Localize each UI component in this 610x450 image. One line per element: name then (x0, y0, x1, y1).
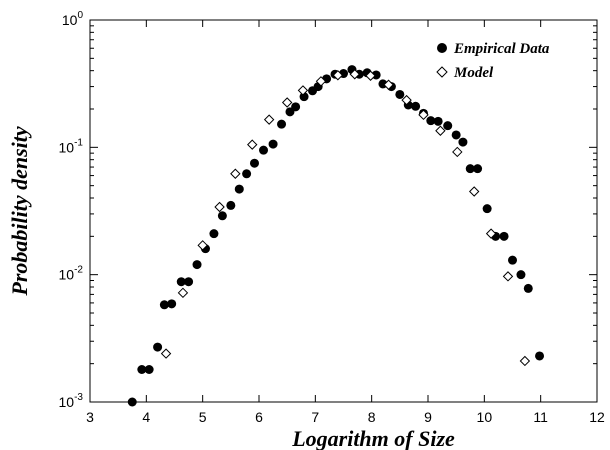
data-point-empirical (217, 211, 227, 221)
data-point-model (332, 70, 344, 81)
data-point-empirical (443, 121, 453, 131)
x-tick-label: 10 (477, 409, 493, 425)
data-point-empirical (482, 204, 492, 214)
legend-marker-empirical (437, 43, 447, 53)
y-tick-label: 100 (62, 10, 84, 28)
data-point-model (349, 69, 360, 80)
data-point-empirical (291, 102, 301, 112)
data-point-empirical (516, 270, 526, 280)
data-point-empirical (499, 231, 509, 241)
x-tick-label: 9 (424, 409, 432, 425)
data-point-model (365, 70, 376, 81)
data-point-empirical (433, 116, 443, 126)
x-tick-label: 3 (86, 409, 94, 425)
data-point-empirical (465, 164, 475, 174)
y-axis-title: Probability density (7, 126, 32, 297)
y-tick-label: 10-2 (59, 265, 84, 283)
legend-marker-model (436, 66, 448, 78)
x-tick-label: 5 (199, 409, 207, 425)
data-point-model (263, 114, 275, 125)
data-point-model (502, 271, 514, 282)
plot-frame (89, 19, 598, 403)
data-point-empirical (184, 277, 194, 287)
x-tick-label: 8 (368, 409, 376, 425)
data-point-model (452, 146, 463, 158)
data-point-model (197, 240, 208, 251)
data-point-empirical (234, 184, 244, 194)
x-axis-title: Logarithm of Size (291, 426, 455, 450)
y-tick-label: 10-3 (59, 392, 84, 410)
data-point-model (418, 109, 429, 121)
data-point-empirical (458, 137, 468, 147)
data-point-empirical (176, 277, 186, 287)
data-point-empirical (473, 164, 483, 174)
data-point-empirical (249, 158, 259, 168)
data-point-model (230, 168, 241, 179)
data-point-empirical (395, 89, 405, 99)
data-point-empirical (451, 130, 461, 140)
data-point-model (435, 125, 446, 136)
data-point-empirical (153, 342, 163, 352)
data-point-empirical (192, 260, 202, 270)
x-tick-label: 6 (255, 409, 263, 425)
y-minor-ticks (90, 25, 597, 365)
data-point-model (297, 85, 309, 96)
data-point-empirical (137, 364, 147, 374)
x-tick-label: 12 (589, 409, 605, 425)
x-tick-labels: 3 4 5 6 7 8 9 10 11 12 (86, 409, 605, 425)
data-point-empirical (277, 119, 287, 129)
data-point-model (468, 186, 480, 197)
y-tick-labels: 10-3 10-2 10-1 100 (59, 10, 84, 410)
legend-label-model: Model (453, 65, 494, 81)
data-point-model (160, 348, 172, 359)
data-point-model (401, 94, 412, 106)
data-point-model (383, 79, 394, 90)
data-point-model (177, 287, 189, 299)
y-tick-label: 10-1 (59, 137, 84, 155)
data-point-model (281, 97, 293, 108)
x-tick-label: 7 (311, 409, 319, 425)
data-point-empirical (535, 351, 545, 361)
data-point-model (485, 228, 497, 239)
data-point-empirical (167, 299, 177, 309)
x-tick-label: 11 (533, 409, 548, 425)
legend-label-empirical: Empirical Data (453, 41, 550, 57)
data-point-empirical (426, 116, 436, 126)
data-point-empirical (144, 364, 154, 374)
data-point-empirical (226, 200, 236, 210)
data-point-model (315, 76, 327, 87)
data-point-model (519, 355, 531, 367)
data-point-empirical (209, 229, 219, 239)
series-model (160, 69, 531, 367)
data-point-model (247, 139, 258, 150)
data-point-empirical (523, 283, 533, 293)
series-empirical-data (127, 65, 545, 407)
x-tick-label: 4 (142, 409, 150, 425)
data-point-empirical (159, 300, 169, 310)
data-point-empirical (259, 145, 269, 155)
data-point-empirical (242, 169, 252, 179)
data-point-empirical (411, 101, 421, 111)
data-point-model (214, 201, 225, 213)
data-point-empirical (508, 255, 517, 265)
legend: Empirical Data Model (436, 41, 550, 81)
data-point-empirical (268, 139, 278, 149)
